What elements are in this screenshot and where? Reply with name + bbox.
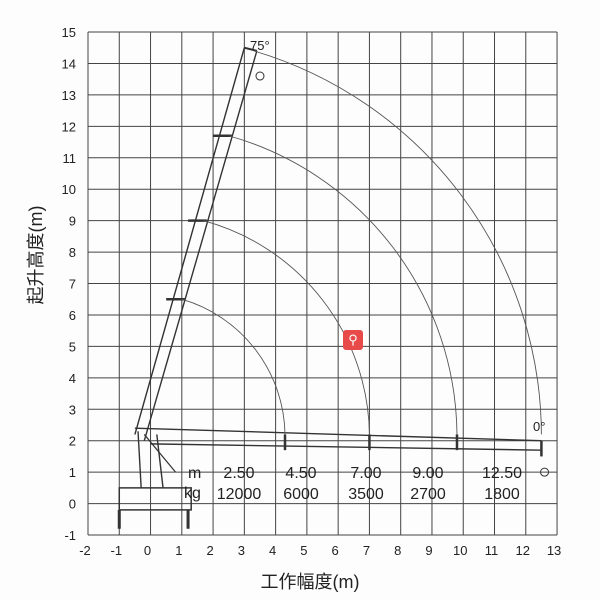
horizontal-boom-edge (150, 443, 542, 451)
y-tick-label: 10 (62, 182, 76, 197)
y-tick-label: 6 (69, 308, 76, 323)
working-range-arc (253, 50, 542, 435)
y-tick-label: 12 (62, 119, 76, 134)
x-tick-label: 6 (332, 543, 339, 558)
x-axis-label: 工作幅度(m) (261, 572, 360, 592)
working-range-arc (181, 298, 286, 435)
y-tick-label: 13 (62, 88, 76, 103)
x-tick-label: 13 (547, 543, 561, 558)
load-value: 2700 (410, 486, 446, 503)
y-tick-label: 2 (69, 434, 76, 449)
load-value: 3500 (348, 486, 384, 503)
load-table: m kg 2.50 12000 4.50 6000 7.00 3500 9.00… (184, 465, 522, 503)
x-tick-label: 1 (175, 543, 182, 558)
radius-value: 7.00 (350, 465, 381, 482)
x-tick-label: 4 (269, 543, 276, 558)
y-tick-label: -1 (64, 528, 76, 543)
x-tick-label: 8 (394, 543, 401, 558)
radius-value: 9.00 (412, 465, 443, 482)
y-tick-label: 1 (69, 465, 76, 480)
x-tick-label: 3 (238, 543, 245, 558)
lift-cylinder (143, 434, 177, 473)
column (156, 434, 164, 488)
load-value: 1800 (484, 486, 520, 503)
y-tick-label: 4 (69, 371, 76, 386)
radius-value: 4.50 (285, 465, 316, 482)
x-tick-label: 5 (300, 543, 307, 558)
row-label-m: m (188, 465, 201, 482)
y-tick-label: 3 (69, 402, 76, 417)
boom-head (244, 46, 258, 52)
y-tick-label: 9 (69, 214, 76, 229)
x-tick-label: 12 (516, 543, 530, 558)
boom-cylinder (134, 47, 245, 435)
row-label-kg: kg (184, 485, 201, 502)
load-value: 6000 (283, 486, 319, 503)
x-tick-label: 0 (144, 543, 151, 558)
y-tick-label: 14 (62, 56, 76, 71)
y-tick-label: 0 (69, 497, 76, 512)
grid (87, 31, 558, 536)
tick-labels: -2 -1 0 1 2 3 4 5 6 7 8 9 10 11 12 13151413121110987654… (62, 25, 562, 558)
y-tick-label: 11 (63, 151, 77, 166)
x-tick-label: -1 (110, 543, 122, 558)
search-icon[interactable]: ⚲ (343, 330, 363, 350)
load-value: 12000 (217, 486, 262, 503)
working-range-arc (203, 220, 370, 435)
x-tick-label: -2 (79, 543, 91, 558)
radius-value: 12.50 (482, 465, 522, 482)
y-tick-label: 8 (69, 245, 76, 260)
crane-base (118, 487, 192, 511)
horizontal-boom-edge (134, 427, 542, 442)
x-tick-label: 9 (425, 543, 432, 558)
column (137, 431, 142, 488)
crane-drawing (117, 46, 550, 529)
hook-icon (540, 467, 550, 477)
x-tick-label: 2 (206, 543, 213, 558)
working-range-arc (228, 135, 458, 435)
raised-boom-edge (143, 50, 258, 441)
angle-min-label: 0° (533, 419, 545, 434)
x-tick-label: 7 (363, 543, 370, 558)
y-tick-label: 5 (69, 339, 76, 354)
x-tick-label: 11 (485, 543, 499, 558)
y-tick-label: 15 (62, 25, 76, 40)
angle-max-label: 75° (250, 38, 270, 53)
y-axis-label: 起升高度(m) (26, 206, 46, 305)
y-tick-label: 7 (69, 277, 76, 292)
hook-icon (255, 71, 265, 81)
radius-value: 2.50 (223, 465, 254, 482)
x-tick-label: 10 (453, 543, 467, 558)
